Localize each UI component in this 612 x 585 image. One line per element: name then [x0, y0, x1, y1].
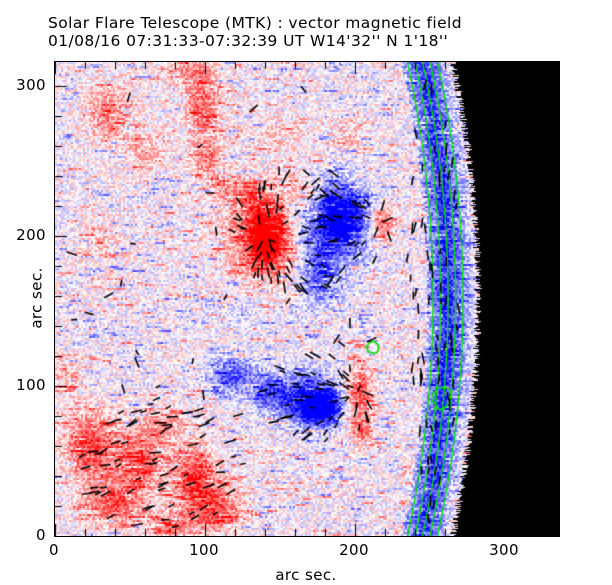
figure-title-primary: Solar Flare Telescope (MTK) : vector mag… [48, 14, 462, 32]
y-tick-label-100: 100 [16, 376, 46, 394]
magnetogram-plot-area [54, 61, 560, 537]
figure-title-block: Solar Flare Telescope (MTK) : vector mag… [48, 14, 588, 50]
x-tick-label-100: 100 [189, 541, 219, 559]
x-tick-label-200: 200 [339, 541, 369, 559]
vector-and-contour-overlay [55, 62, 559, 536]
x-tick-label-0: 0 [49, 541, 59, 559]
x-tick-label-300: 300 [489, 541, 519, 559]
y-tick-label-0: 0 [36, 526, 46, 544]
y-tick-label-200: 200 [16, 226, 46, 244]
x-axis-title: arc sec. [275, 566, 337, 584]
y-axis-title: arc sec. [27, 267, 46, 329]
y-tick-label-300: 300 [16, 76, 46, 94]
figure-title-secondary: 01/08/16 07:31:33-07:32:39 UT W14'32'' N… [48, 32, 449, 50]
